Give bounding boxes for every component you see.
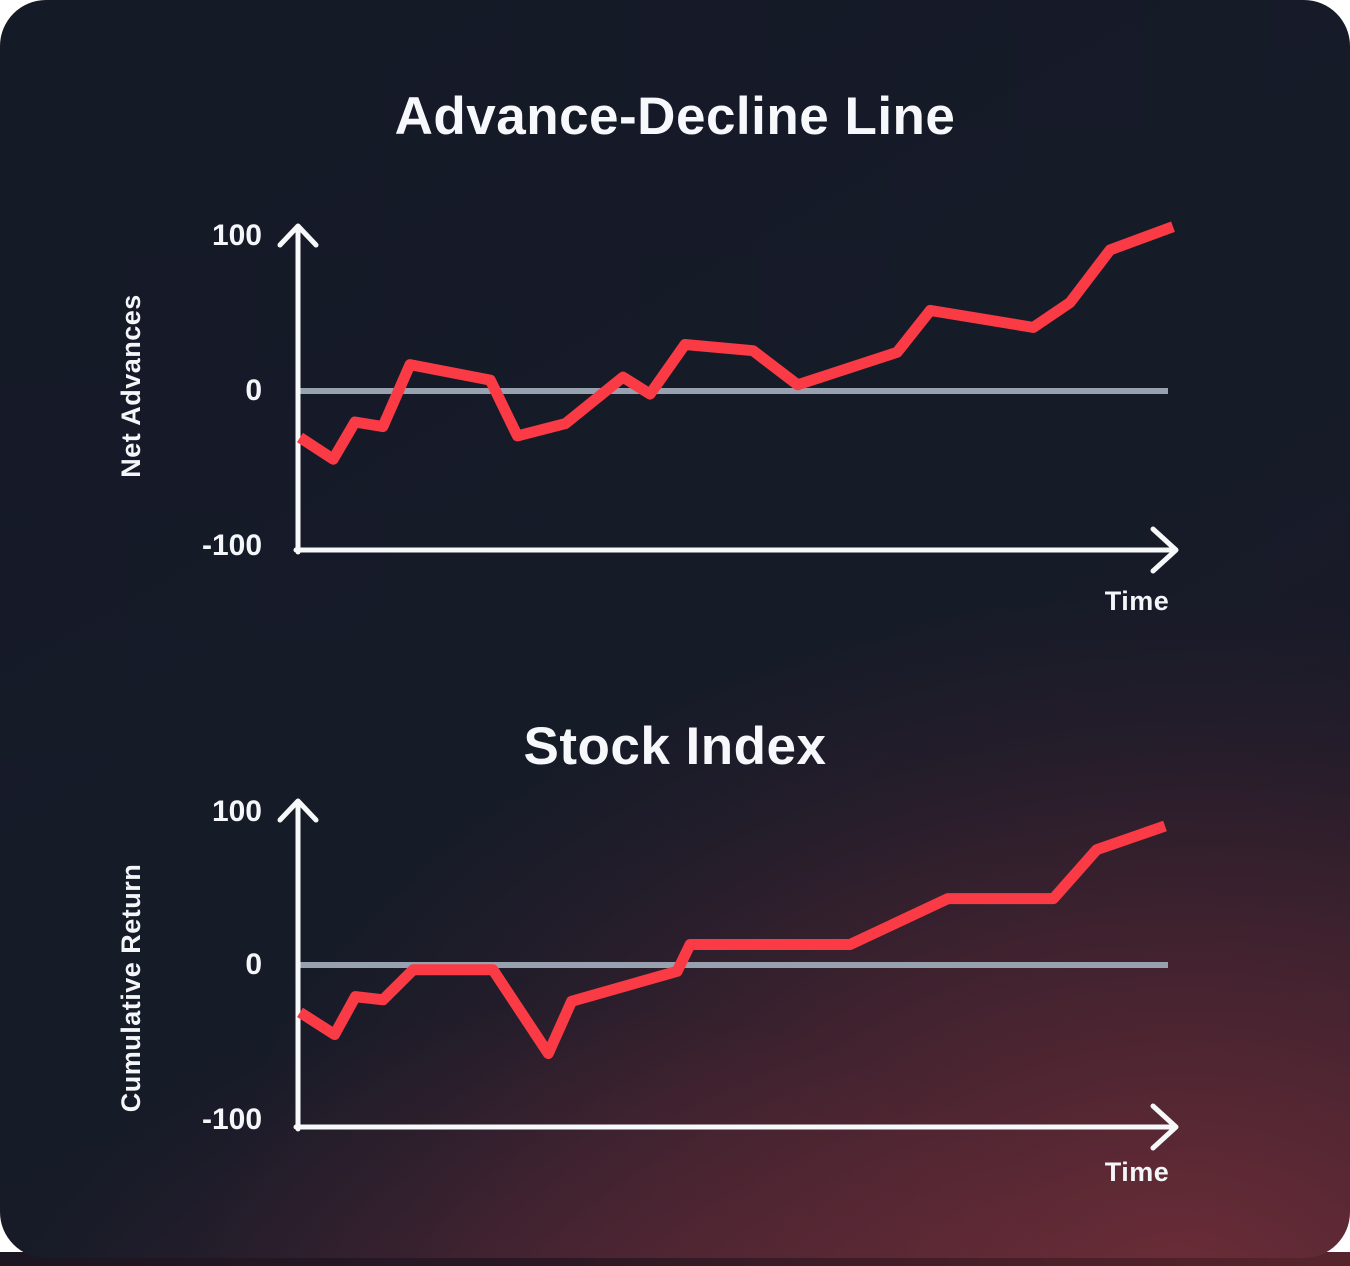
y-tick-0: 0 xyxy=(245,374,262,407)
x-axis-arrow-icon xyxy=(1150,526,1179,574)
y-tick-neg100-2: -100 xyxy=(201,1103,262,1136)
series-line xyxy=(296,221,1175,465)
chart-title-advance-decline: Advance-Decline Line xyxy=(394,87,956,146)
x-axis-title-time-2: Time xyxy=(1104,1157,1170,1187)
y-tick-100-2: 100 xyxy=(211,795,262,828)
y-axis-arrow-icon xyxy=(277,223,319,248)
x-axis-title-time-1: Time xyxy=(1104,586,1170,616)
y-tick-0-2: 0 xyxy=(245,948,262,981)
chart-title-stock-index: Stock Index xyxy=(523,717,827,776)
series-line xyxy=(297,820,1167,1059)
y-axis-arrow-icon xyxy=(277,798,319,823)
x-axis-arrow-icon xyxy=(1150,1103,1179,1151)
stock-index-plot-svg xyxy=(277,798,1179,1151)
y-tick-neg100: -100 xyxy=(201,529,262,562)
advance-decline-plot-svg xyxy=(277,221,1179,574)
y-tick-100: 100 xyxy=(211,219,262,252)
